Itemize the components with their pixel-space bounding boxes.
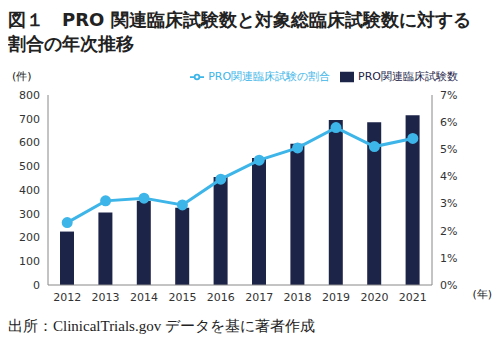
svg-text:7%: 7% <box>440 88 457 101</box>
svg-text:600: 600 <box>19 136 40 149</box>
svg-text:100: 100 <box>19 255 40 268</box>
html-text:PRO関連臨床試験の割合: PRO関連臨床試験の割合 <box>208 69 331 83</box>
html-text:PRO関連臨床試験数: PRO関連臨床試験数 <box>358 69 458 83</box>
svg-text:2%: 2% <box>440 224 457 237</box>
svg-text:2016: 2016 <box>207 290 235 303</box>
svg-text:800: 800 <box>19 88 40 101</box>
svg-text:1%: 1% <box>440 251 457 264</box>
svg-text:0%: 0% <box>440 278 457 291</box>
svg-text:2017: 2017 <box>245 290 273 303</box>
svg-text:2015: 2015 <box>168 290 196 303</box>
svg-text:0: 0 <box>33 278 40 291</box>
svg-text:2018: 2018 <box>284 290 312 303</box>
svg-text:2020: 2020 <box>360 290 388 303</box>
svg-text:6%: 6% <box>440 116 457 129</box>
svg-text:2013: 2013 <box>92 290 120 303</box>
svg-text:700: 700 <box>19 112 40 125</box>
svg-text:500: 500 <box>19 160 40 173</box>
html-text:(年): (年) <box>472 287 492 301</box>
svg-text:3%: 3% <box>440 197 457 210</box>
svg-text:2012: 2012 <box>53 290 81 303</box>
svg-text:200: 200 <box>19 231 40 244</box>
svg-text:2021: 2021 <box>399 290 427 303</box>
svg-text:4%: 4% <box>440 170 457 183</box>
svg-text:2014: 2014 <box>130 290 158 303</box>
svg-text:400: 400 <box>19 183 40 196</box>
svg-text:5%: 5% <box>440 143 457 156</box>
svg-text:300: 300 <box>19 207 40 220</box>
html-text:(件): (件) <box>12 69 32 83</box>
svg-text:2019: 2019 <box>322 290 350 303</box>
html-text:図１ PRO 関連臨床試験数と対象総臨床試験数に対する割合の: 図１ PRO 関連臨床試験数と対象総臨床試験数に対する割合の年次推移 <box>8 9 471 55</box>
html-text:出所：ClinicalTrials.gov データを基に著者: 出所：ClinicalTrials.gov データを基に著者作成 <box>8 317 315 334</box>
